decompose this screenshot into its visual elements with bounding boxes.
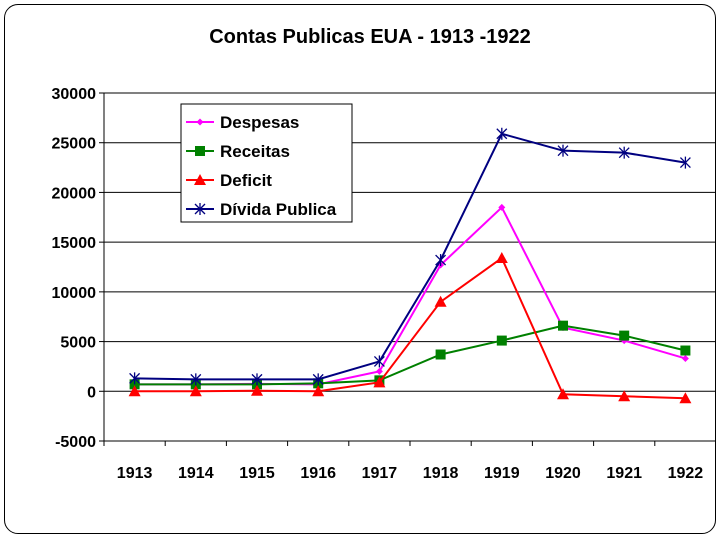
data-point-receitas [496, 335, 507, 346]
series-lines [128, 127, 692, 404]
data-point-deficit [618, 390, 631, 402]
data-point-deficit [434, 295, 447, 307]
legend-item-deficit: Deficit [186, 171, 272, 190]
y-tick-label: -5000 [55, 434, 96, 451]
y-tick-label: 10000 [52, 285, 97, 302]
chart-title: Contas Publicas EUA - 1913 -1922 [209, 26, 531, 48]
legend-item-receitas: Receitas [186, 142, 290, 161]
data-point-divida-publica [679, 156, 691, 169]
legend-item-divida-publica: Dívida Publica [186, 200, 337, 219]
y-tick-label: 20000 [52, 185, 97, 202]
y-tick-label: 30000 [52, 86, 97, 103]
data-point-receitas [435, 349, 446, 360]
data-point-divida-publica [557, 144, 569, 157]
data-point-divida-publica [373, 355, 385, 368]
x-tick-label: 1922 [668, 465, 704, 482]
data-point-deficit [373, 376, 386, 388]
data-point-deficit [312, 385, 325, 397]
data-point-receitas [619, 330, 630, 341]
legend: Despesas Receitas Deficit Dívida Publica [180, 103, 353, 223]
chart-frame [4, 4, 716, 534]
data-point-divida-publica [251, 373, 263, 386]
legend-label: Deficit [220, 171, 272, 190]
legend-label: Dívida Publica [220, 200, 337, 219]
series-deficit [128, 252, 692, 404]
data-point-despesas [681, 354, 689, 362]
data-point-divida-publica [129, 372, 141, 385]
x-tick-label: 1917 [362, 465, 398, 482]
x-tick-label: 1920 [545, 465, 581, 482]
y-tick-label: 5000 [60, 335, 96, 352]
data-point-receitas [680, 345, 691, 356]
series-despesas [131, 203, 689, 388]
legend-swatch-marker [194, 203, 206, 215]
legend-item-despesas: Despesas [186, 113, 299, 132]
data-point-deficit [189, 385, 202, 397]
data-point-divida-publica [312, 373, 324, 386]
legend-label: Despesas [220, 113, 299, 132]
data-point-divida-publica [435, 254, 447, 267]
legend-swatch-marker [195, 146, 205, 156]
data-point-deficit [679, 392, 692, 404]
y-tick-label: 15000 [52, 235, 97, 252]
x-tick-label: 1918 [423, 465, 459, 482]
y-tick-label: 25000 [52, 136, 97, 153]
x-tick-label: 1915 [239, 465, 275, 482]
data-point-deficit [251, 384, 263, 396]
x-tick-label: 1913 [117, 465, 153, 482]
data-point-divida-publica [618, 146, 630, 159]
legend-swatch-marker [194, 174, 206, 185]
x-tick-label: 1916 [300, 465, 336, 482]
data-point-deficit [495, 252, 508, 264]
series-line-deficit [134, 256, 686, 400]
data-point-divida-publica [190, 373, 202, 386]
series-line-despesas [134, 205, 686, 386]
legend-box [180, 103, 353, 223]
y-tick-label: 0 [87, 384, 96, 401]
x-tick-label: 1919 [484, 465, 520, 482]
legend-swatch-marker [196, 118, 204, 126]
data-point-receitas [558, 320, 568, 331]
series-line-divida-publica [134, 132, 686, 381]
data-point-divida-publica [496, 127, 508, 140]
data-point-despesas [375, 367, 383, 375]
data-point-deficit [128, 385, 141, 397]
legend-label: Receitas [220, 142, 290, 161]
data-point-deficit [557, 388, 569, 400]
x-tick-label: 1914 [178, 465, 214, 482]
series-divida-publica [129, 127, 691, 386]
series-line-receitas [134, 324, 686, 386]
x-tick-label: 1921 [606, 465, 642, 482]
axes: -5000 0 5000 10000 15000 20000 25000 30000 1913 1… [52, 86, 716, 482]
data-point-despesas [498, 203, 506, 211]
